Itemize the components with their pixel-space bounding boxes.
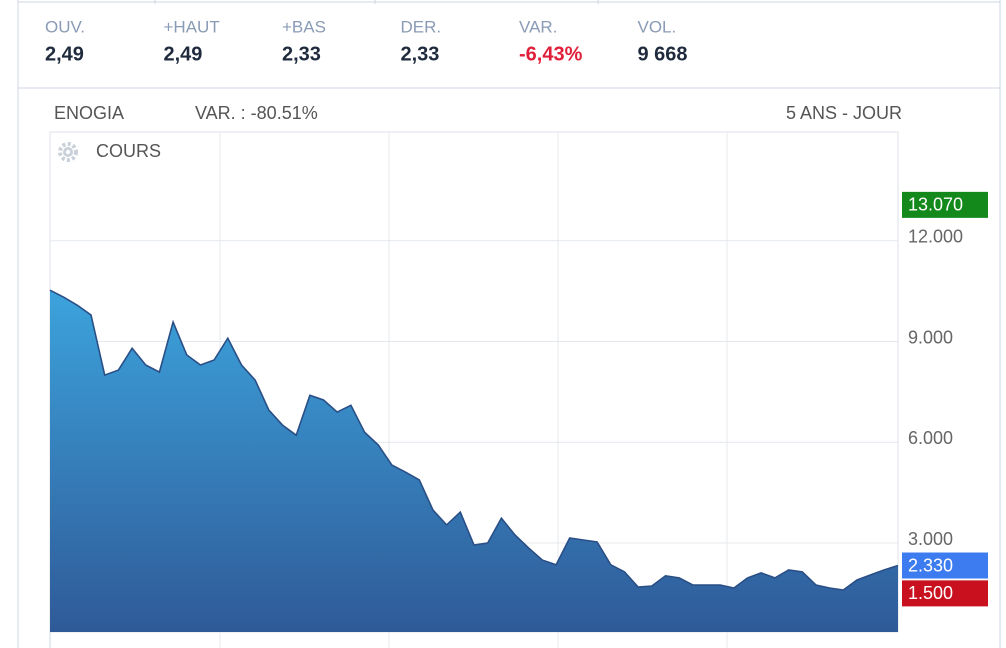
stat-label: +BAS	[282, 17, 326, 36]
stat-value: 2,49	[45, 43, 84, 65]
quote-stats: OUV. 2,49 +HAUT 2,49 +BAS 2,33 DER. 2,33 VAR. -6,…	[45, 17, 688, 65]
gear-hole	[65, 149, 71, 155]
stat-label: VOL.	[638, 17, 677, 36]
period: 5 ANS - JOUR	[786, 103, 902, 123]
price-badge-label: 2.330	[908, 555, 953, 575]
price-line	[49, 289, 899, 591]
instrument-name: ENOGIA	[54, 103, 124, 123]
stat-label: VAR.	[519, 17, 557, 36]
y-tick-label: 3.000	[908, 529, 953, 549]
gear-teeth	[58, 142, 78, 162]
area-fill	[50, 290, 898, 632]
stat-value: 9 668	[638, 43, 688, 65]
price-badge	[902, 191, 988, 218]
stat-label: DER.	[401, 17, 442, 36]
stat-value: 2,33	[282, 43, 321, 65]
stat-value: 2,49	[164, 43, 203, 65]
settings-icon[interactable]	[58, 142, 78, 162]
y-tick-label: 6.000	[908, 428, 953, 448]
price-badge-label: 1.500	[908, 583, 953, 603]
price-badge	[902, 552, 988, 579]
y-tick-label: 9.000	[908, 327, 953, 347]
y-tick-label: 12.000	[908, 227, 963, 247]
variation: VAR. : -80.51%	[195, 103, 318, 123]
stat-label: +HAUT	[164, 17, 220, 36]
stat-label: OUV.	[45, 17, 85, 36]
stat-value: 2,33	[401, 43, 440, 65]
series-name: COURS	[96, 141, 161, 161]
price-badge-label: 13.070	[908, 195, 963, 215]
price-badge	[902, 580, 988, 607]
stat-value: -6,43%	[519, 43, 583, 65]
